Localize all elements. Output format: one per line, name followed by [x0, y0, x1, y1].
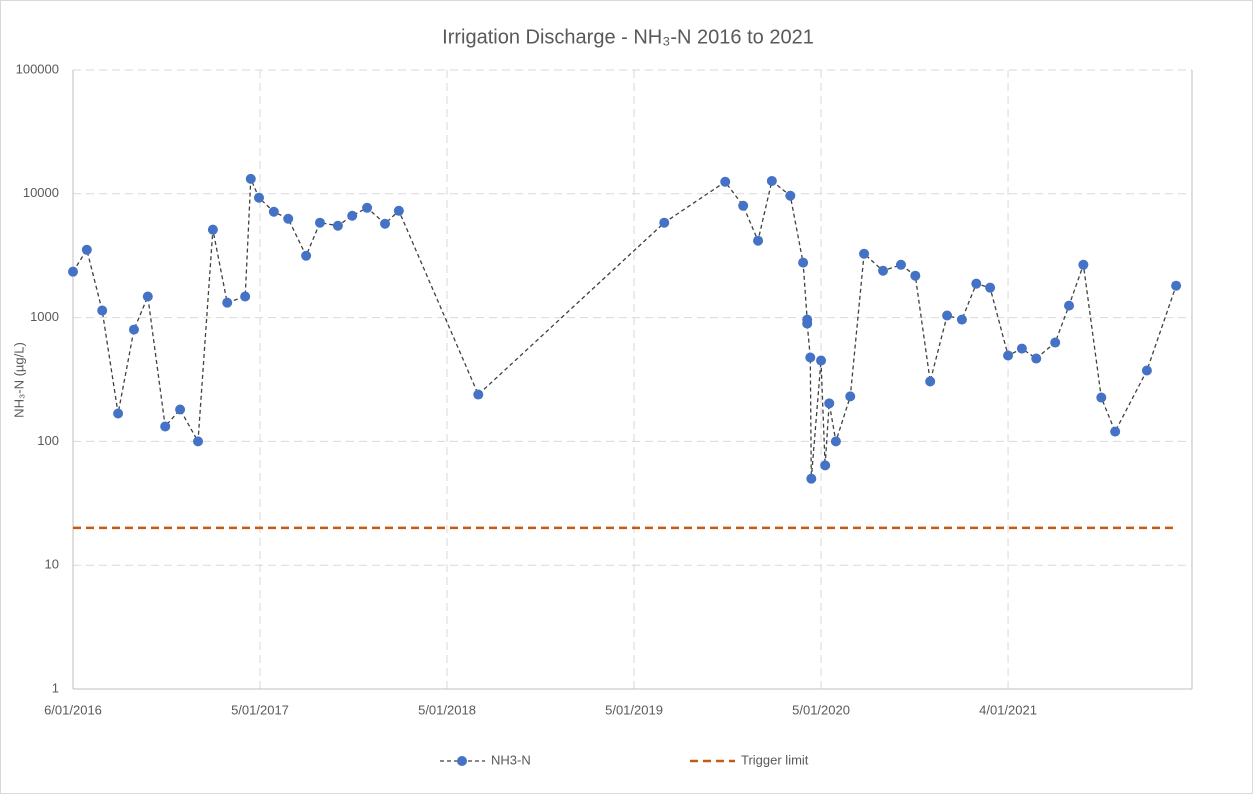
data-point — [160, 421, 171, 432]
y-tick-label: 100000 — [16, 61, 59, 76]
data-point — [283, 213, 294, 224]
data-point — [268, 206, 279, 217]
data-point — [785, 190, 796, 201]
y-tick-label: 10 — [45, 557, 59, 572]
y-tick-label: 100 — [37, 433, 59, 448]
data-point — [240, 291, 251, 302]
x-tick-label: 5/01/2017 — [231, 702, 289, 717]
data-point — [720, 176, 731, 187]
data-point — [659, 217, 670, 228]
data-point — [845, 391, 856, 402]
data-point — [253, 192, 264, 203]
x-tick-label: 6/01/2016 — [44, 702, 102, 717]
data-point — [766, 175, 777, 186]
data-point — [222, 297, 233, 308]
x-tick-label: 4/01/2021 — [979, 702, 1037, 717]
data-point — [942, 310, 953, 321]
data-point — [193, 436, 204, 447]
y-tick-label: 1 — [52, 680, 59, 695]
legend-label: NH3-N — [491, 752, 531, 767]
data-point — [753, 235, 764, 246]
data-point — [473, 389, 484, 400]
data-point — [806, 473, 817, 484]
legend-marker — [457, 756, 467, 766]
x-tick-label: 5/01/2019 — [605, 702, 663, 717]
data-point — [1031, 353, 1042, 364]
data-point — [81, 244, 92, 255]
data-point — [859, 248, 870, 259]
x-tick-label: 5/01/2020 — [792, 702, 850, 717]
data-point — [971, 278, 982, 289]
data-point — [362, 202, 373, 213]
data-point — [1050, 337, 1061, 348]
y-tick-label: 1000 — [30, 309, 59, 324]
data-point — [175, 404, 186, 415]
chart-title: Irrigation Discharge - NH₃-N 2016 to 202… — [442, 26, 814, 48]
data-point — [393, 205, 404, 216]
data-point — [207, 224, 218, 235]
data-point — [1016, 343, 1027, 354]
data-point — [1003, 350, 1014, 361]
data-point — [895, 259, 906, 270]
data-point — [985, 282, 996, 293]
data-point — [1110, 426, 1121, 437]
data-point — [347, 210, 358, 221]
data-point — [878, 265, 889, 276]
data-point — [816, 355, 827, 366]
legend-label: Trigger limit — [741, 752, 809, 767]
data-point — [798, 257, 809, 268]
data-point — [830, 436, 841, 447]
data-point — [128, 324, 139, 335]
data-point — [301, 250, 312, 261]
data-point — [1096, 392, 1107, 403]
y-axis-label: NH₃-N (µg/L) — [11, 342, 26, 418]
data-point — [142, 291, 153, 302]
data-point — [314, 217, 325, 228]
data-point — [380, 218, 391, 229]
data-point — [824, 398, 835, 409]
data-point — [1171, 280, 1182, 291]
y-tick-label: 10000 — [23, 185, 59, 200]
data-point — [1141, 365, 1152, 376]
data-point — [925, 376, 936, 387]
data-point — [1078, 259, 1089, 270]
data-point — [910, 270, 921, 281]
data-point — [802, 318, 813, 329]
data-point — [113, 408, 124, 419]
x-tick-label: 5/01/2018 — [418, 702, 476, 717]
data-point — [1064, 300, 1075, 311]
data-point — [97, 305, 108, 316]
data-point — [956, 314, 967, 325]
data-point — [245, 173, 256, 184]
data-point — [805, 352, 816, 363]
data-point — [332, 220, 343, 231]
data-point — [820, 460, 831, 471]
data-point — [738, 200, 749, 211]
data-point — [68, 266, 78, 277]
